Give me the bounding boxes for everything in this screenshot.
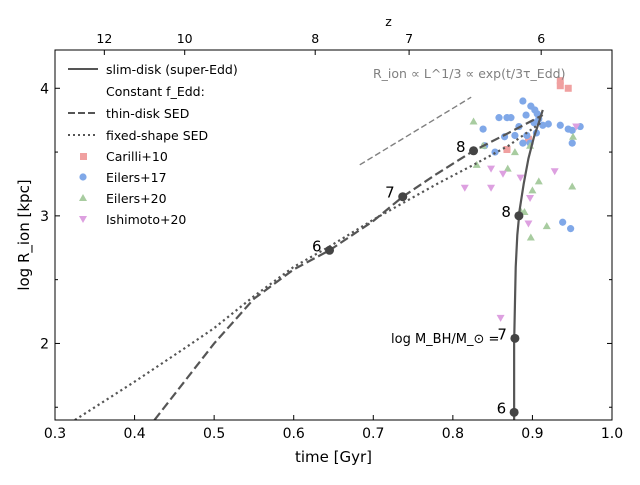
scatter-point-eilers-17 [539, 121, 547, 129]
top-tick-label: 12 [96, 31, 112, 46]
scatter-point-eilers-17 [523, 131, 531, 140]
legend-eilers20-label: Eilers+20 [106, 191, 167, 206]
scatter-point-eilers-17 [479, 125, 487, 133]
legend-eilers17-marker [79, 173, 87, 181]
series-line-slim-disk [513, 109, 544, 420]
scatter-point-eilers-17 [567, 225, 575, 233]
scatter-point-eilers-17 [544, 120, 552, 128]
scatter-point-ishimoto-20 [487, 184, 496, 192]
x-tick-label: 0.9 [521, 426, 543, 442]
scatter-point-eilers-20 [526, 233, 535, 241]
mass-marker-label: 7 [385, 184, 395, 202]
mass-marker-label: 6 [312, 237, 322, 255]
annotation-formula: R_ion ∝ L^1/3 ∝ exp(t/3τ_Edd) [373, 66, 565, 81]
scatter-point-eilers-17 [495, 114, 503, 122]
plot-area: 6 7 8 6 7 8 [74, 77, 584, 420]
scatter-point-eilers-20 [469, 117, 478, 125]
scatter-point-eilers-17 [568, 126, 576, 134]
scatter-point-eilers-20 [569, 132, 578, 140]
scatter-point-ishimoto-20 [550, 168, 559, 176]
scatter-point-eilers-17 [491, 148, 499, 156]
top-tick-label: 7 [405, 31, 413, 46]
legend-ishimoto-label: Ishimoto+20 [106, 212, 186, 227]
axes: 0.3 0.4 0.5 0.6 0.7 0.8 0.9 1.0 2 3 4 12 10 8 7 6 z time … [15, 14, 623, 466]
scatter-point-eilers-17 [568, 139, 576, 147]
mass-marker [510, 333, 520, 343]
scatter-point-carilli-10 [564, 84, 572, 92]
y-tick-label: 3 [40, 209, 49, 225]
top-tick-label: 10 [177, 31, 193, 46]
scatter-point-eilers-17 [519, 139, 527, 147]
legend-ishimoto-marker [79, 216, 87, 223]
scatter-point-eilers-20 [503, 164, 512, 172]
scatter-point-eilers-20 [568, 182, 577, 190]
scatter-point-ishimoto-20 [524, 220, 533, 228]
legend-fixed-label: fixed-shape SED [106, 128, 208, 143]
x-tick-label: 0.7 [362, 426, 384, 442]
scatter-point-ishimoto-20 [496, 314, 505, 322]
legend-carilli-marker [80, 153, 87, 160]
mass-marker [325, 245, 335, 255]
scatter-point-eilers-17 [556, 121, 564, 129]
scatter-point-ishimoto-20 [516, 174, 525, 182]
x-tick-label: 0.8 [442, 426, 464, 442]
x-tick-label: 0.5 [203, 426, 225, 442]
scatter-point-eilers-20 [510, 148, 519, 156]
scatter-point-eilers-17 [522, 111, 530, 119]
top-tick-label: 6 [537, 31, 545, 46]
scatter-point-ishimoto-20 [572, 123, 581, 131]
mass-marker-label: 7 [497, 325, 507, 343]
legend-carilli-label: Carilli+10 [106, 149, 168, 164]
axes-frame [54, 49, 613, 421]
scatter-point-carilli-10 [503, 146, 511, 154]
scatter-point-eilers-20 [534, 177, 543, 185]
x-tick-label: 0.6 [283, 426, 305, 442]
scatter-point-carilli-10 [556, 77, 564, 85]
mass-marker-label: 8 [456, 138, 466, 156]
x-tick-label: 0.3 [44, 426, 66, 442]
legend-slim-label: slim-disk (super-Edd) [106, 62, 238, 77]
reference-slope-line [359, 96, 472, 166]
x-tick-label: 0.4 [123, 426, 145, 442]
mass-marker-label: 6 [497, 399, 507, 417]
series-line-thin-disk [153, 114, 544, 420]
mass-marker [469, 146, 479, 156]
scatter-point-eilers-17 [519, 97, 527, 105]
scatter-point-eilers-20 [542, 222, 551, 230]
scatter-point-eilers-17 [511, 131, 519, 140]
legend-header: Constant f_Edd: [106, 84, 205, 99]
scatter-point-eilers-17 [503, 114, 511, 122]
scatter-point-ishimoto-20 [460, 184, 469, 192]
scatter-point-ishimoto-20 [487, 165, 496, 173]
legend-eilers20-marker [79, 194, 87, 201]
top-axis-title: z [385, 14, 392, 29]
mass-marker [398, 192, 408, 202]
top-tick-label: 8 [311, 31, 319, 46]
scatter-point-carilli-10 [556, 82, 564, 90]
y-tick-label: 4 [40, 81, 49, 97]
legend: slim-disk (super-Edd) Constant f_Edd: th… [68, 62, 238, 227]
scatter-point-eilers-17 [559, 218, 567, 226]
mass-axis-label: log M_BH/M_⊙ = [391, 332, 499, 347]
y-axis-title: log R_ion [kpc] [15, 179, 34, 290]
scatter-point-eilers-20 [528, 186, 537, 194]
x-axis-title: time [Gyr] [295, 448, 372, 466]
scatter-point-ishimoto-20 [498, 170, 507, 178]
mass-marker [509, 407, 519, 417]
scatter-point-carilli-10 [524, 135, 532, 143]
x-tick-label: 1.0 [601, 426, 623, 442]
y-tick-label: 2 [40, 336, 49, 352]
mass-marker [514, 211, 524, 221]
legend-eilers17-label: Eilers+17 [106, 170, 167, 185]
legend-thin-label: thin-disk SED [106, 106, 189, 121]
scatter-point-ishimoto-20 [526, 195, 535, 202]
mass-marker-label: 8 [501, 203, 511, 221]
